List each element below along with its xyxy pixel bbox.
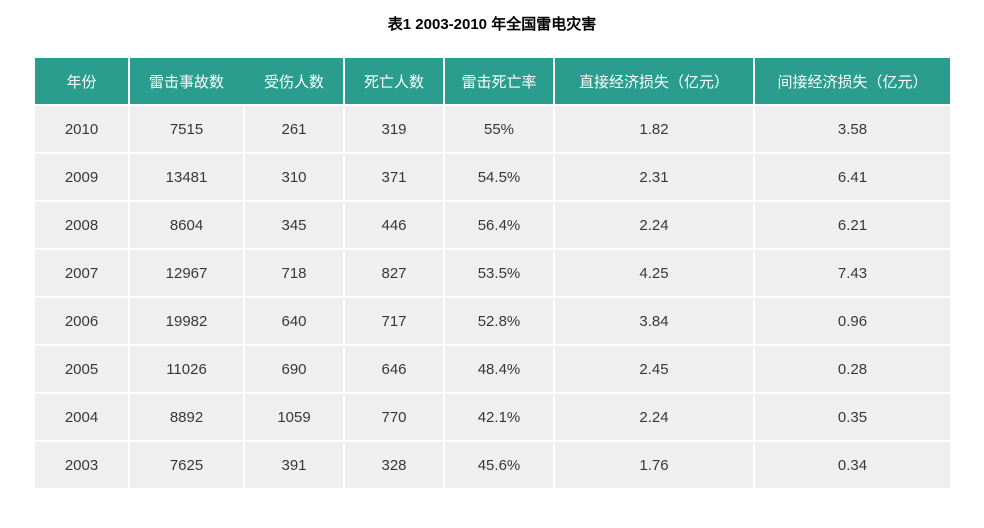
table-cell: 827 — [345, 250, 443, 296]
table-cell: 55% — [445, 106, 553, 152]
year-cell: 2008 — [35, 202, 128, 248]
table-cell: 1.82 — [555, 106, 753, 152]
table-cell: 54.5% — [445, 154, 553, 200]
column-header: 直接经济损失（亿元） — [555, 58, 753, 104]
table-cell: 646 — [345, 346, 443, 392]
column-header: 雷击死亡率 — [445, 58, 553, 104]
table-row: 2003 7625 391 328 45.6% 1.76 0.34 — [35, 442, 950, 488]
table-cell: 48.4% — [445, 346, 553, 392]
table-cell: 0.35 — [755, 394, 950, 440]
table-cell: 328 — [345, 442, 443, 488]
table-cell: 310 — [245, 154, 343, 200]
table-body: 2010 7515 261 319 55% 1.82 3.58 2009 13481 310 371… — [35, 106, 950, 488]
table-cell: 0.96 — [755, 298, 950, 344]
column-header: 受伤人数 — [243, 58, 343, 104]
table-cell: 1.76 — [555, 442, 753, 488]
table-cell: 640 — [245, 298, 343, 344]
year-cell: 2007 — [35, 250, 128, 296]
year-cell: 2003 — [35, 442, 128, 488]
table-row: 2006 19982 640 717 52.8% 3.84 0.96 — [35, 298, 950, 344]
column-header: 死亡人数 — [345, 58, 443, 104]
table-cell: 19982 — [130, 298, 243, 344]
table-cell: 45.6% — [445, 442, 553, 488]
table-cell: 2.24 — [555, 202, 753, 248]
table-cell: 717 — [345, 298, 443, 344]
table-row: 2004 8892 1059 770 42.1% 2.24 0.35 — [35, 394, 950, 440]
year-cell: 2005 — [35, 346, 128, 392]
table-cell: 6.41 — [755, 154, 950, 200]
table-header-row: 年份 雷击事故数 受伤人数 死亡人数 雷击死亡率 直接经济损失（亿元） 间接经济损失（亿元） — [35, 58, 950, 104]
table-cell: 446 — [345, 202, 443, 248]
table-row: 2010 7515 261 319 55% 1.82 3.58 — [35, 106, 950, 152]
column-header: 年份 — [35, 58, 128, 104]
table-cell: 7625 — [130, 442, 243, 488]
table-cell: 12967 — [130, 250, 243, 296]
table-cell: 42.1% — [445, 394, 553, 440]
year-cell: 2010 — [35, 106, 128, 152]
table-row: 2007 12967 718 827 53.5% 4.25 7.43 — [35, 250, 950, 296]
table-cell: 53.5% — [445, 250, 553, 296]
table-cell: 718 — [245, 250, 343, 296]
table-row: 2008 8604 345 446 56.4% 2.24 6.21 — [35, 202, 950, 248]
table-cell: 690 — [245, 346, 343, 392]
table-cell: 7.43 — [755, 250, 950, 296]
table-cell: 2.45 — [555, 346, 753, 392]
table-cell: 345 — [245, 202, 343, 248]
year-cell: 2009 — [35, 154, 128, 200]
year-cell: 2006 — [35, 298, 128, 344]
table-cell: 261 — [245, 106, 343, 152]
table-cell: 11026 — [130, 346, 243, 392]
table-cell: 52.8% — [445, 298, 553, 344]
table-cell: 7515 — [130, 106, 243, 152]
table-cell: 6.21 — [755, 202, 950, 248]
table-cell: 0.28 — [755, 346, 950, 392]
lightning-disaster-table: 年份 雷击事故数 受伤人数 死亡人数 雷击死亡率 直接经济损失（亿元） 间接经济损失（亿元）… — [35, 58, 950, 488]
table-cell: 56.4% — [445, 202, 553, 248]
table-cell: 8604 — [130, 202, 243, 248]
table-row: 2009 13481 310 371 54.5% 2.31 6.41 — [35, 154, 950, 200]
table-cell: 2.31 — [555, 154, 753, 200]
table-cell: 3.84 — [555, 298, 753, 344]
table-cell: 319 — [345, 106, 443, 152]
table-title: 表1 2003-2010 年全国雷电灾害 — [387, 16, 597, 33]
table-cell: 391 — [245, 442, 343, 488]
table-cell: 8892 — [130, 394, 243, 440]
table-cell: 1059 — [245, 394, 343, 440]
table-cell: 3.58 — [755, 106, 950, 152]
table-cell: 13481 — [130, 154, 243, 200]
table-cell: 4.25 — [555, 250, 753, 296]
table-cell: 0.34 — [755, 442, 950, 488]
table-cell: 2.24 — [555, 394, 753, 440]
table-cell: 770 — [345, 394, 443, 440]
column-header: 雷击事故数 — [130, 58, 243, 104]
table-row: 2005 11026 690 646 48.4% 2.45 0.28 — [35, 346, 950, 392]
column-header: 间接经济损失（亿元） — [755, 58, 950, 104]
table-cell: 371 — [345, 154, 443, 200]
year-cell: 2004 — [35, 394, 128, 440]
